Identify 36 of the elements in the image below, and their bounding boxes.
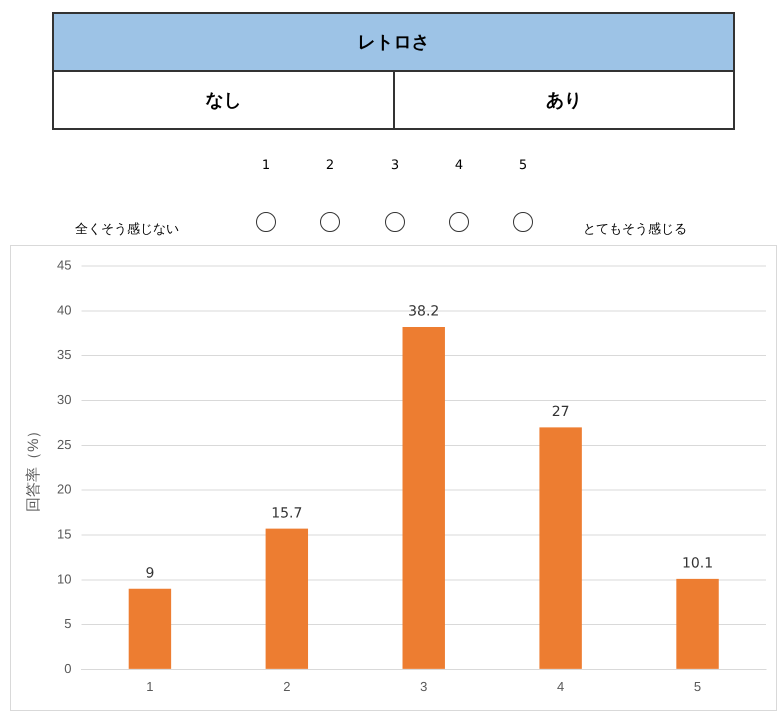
y-tick-label: 25 bbox=[56, 436, 72, 452]
y-tick-label: 20 bbox=[56, 482, 72, 497]
x-tick-label: 3 bbox=[420, 678, 428, 694]
y-tick-label: 15 bbox=[56, 526, 72, 542]
data-label: 10.1 bbox=[682, 556, 714, 572]
bar bbox=[402, 326, 445, 669]
text: 2 bbox=[324, 158, 336, 173]
x-tick-label: 4 bbox=[557, 678, 564, 694]
y-tick-label: 0 bbox=[64, 660, 72, 676]
bar bbox=[676, 578, 719, 669]
y-tick-label: 5 bbox=[64, 616, 72, 632]
text: 5 bbox=[518, 158, 528, 173]
y-tick-label: 10 bbox=[56, 571, 72, 586]
y-tick-label: 35 bbox=[56, 347, 72, 362]
bar bbox=[266, 528, 308, 669]
data-label: 27 bbox=[552, 404, 570, 420]
data-label: 15.7 bbox=[271, 505, 302, 522]
text: 3 bbox=[390, 158, 400, 173]
text: あり bbox=[394, 71, 734, 129]
x-tick-label: 5 bbox=[694, 678, 702, 694]
text: 1 bbox=[260, 158, 272, 173]
x-tick-label: 2 bbox=[283, 678, 290, 694]
text: レトロさ bbox=[53, 13, 734, 71]
text: なし bbox=[53, 71, 394, 129]
text: とてもそう感じる bbox=[583, 221, 687, 238]
y-tick-label: 45 bbox=[56, 258, 72, 273]
x-tick-label: 1 bbox=[146, 678, 154, 694]
data-label: 9 bbox=[145, 565, 154, 582]
y-tick-label: 40 bbox=[56, 302, 72, 318]
text: 全くそう感じない bbox=[75, 221, 179, 238]
text: 4 bbox=[454, 158, 464, 173]
bar bbox=[128, 588, 172, 669]
y-tick-label: 30 bbox=[56, 392, 72, 408]
bar bbox=[539, 427, 582, 669]
data-label: 38.2 bbox=[408, 304, 440, 320]
y-axis-title: 回答率（%） bbox=[25, 424, 42, 512]
